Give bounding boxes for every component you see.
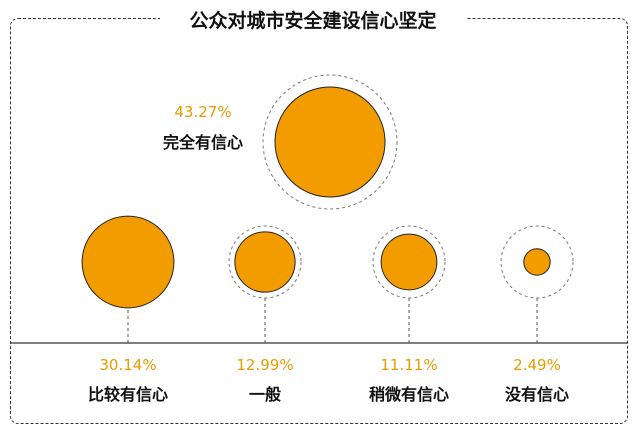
category-label-4: 没有信心 xyxy=(504,385,569,404)
value-label-1: 30.14% xyxy=(99,356,157,374)
value-label-2: 12.99% xyxy=(236,356,294,374)
value-label-3: 11.11% xyxy=(380,356,438,374)
bubble-4 xyxy=(523,248,551,276)
bubble-3 xyxy=(380,233,438,291)
bubble-2 xyxy=(234,231,296,293)
value-label-0: 43.27% xyxy=(174,103,232,121)
title-background xyxy=(160,6,466,34)
category-label-0: 完全有信心 xyxy=(162,133,243,152)
bubble-0 xyxy=(274,86,386,198)
value-label-4: 2.49% xyxy=(513,356,561,374)
category-label-1: 比较有信心 xyxy=(87,385,168,404)
category-label-3: 稍微有信心 xyxy=(368,385,449,404)
category-label-2: 一般 xyxy=(248,385,281,404)
chart-title: 公众对城市安全建设信心坚定 xyxy=(189,10,437,32)
bubble-1 xyxy=(81,215,175,309)
